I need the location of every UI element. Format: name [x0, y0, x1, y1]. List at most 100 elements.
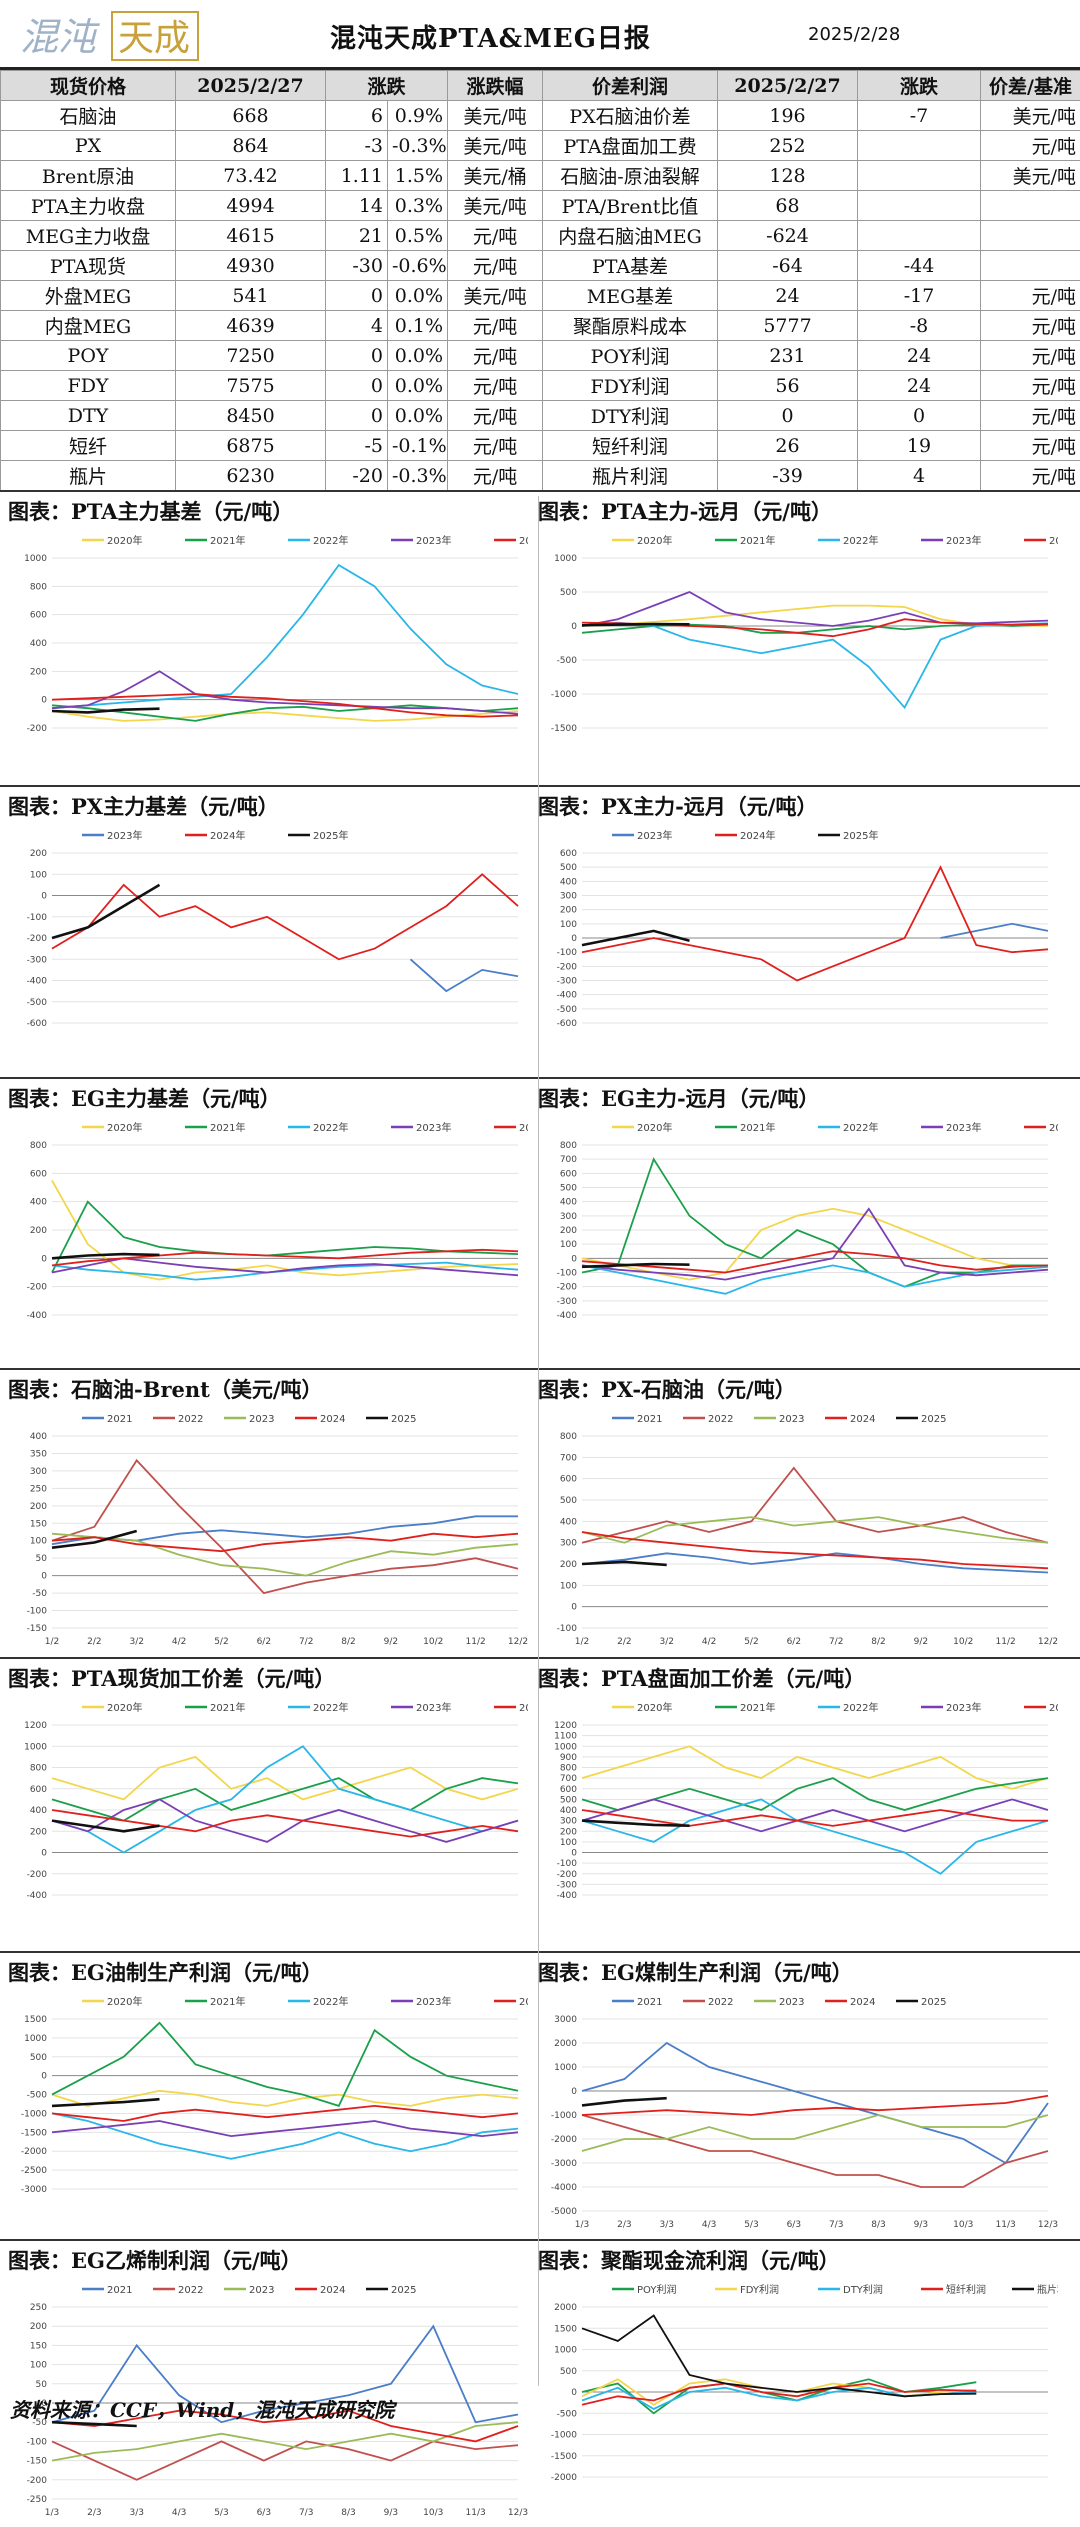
legend-item: 2021年 — [185, 1121, 245, 1134]
legend-item: 2023年 — [391, 1995, 451, 2008]
legend-item: 2025 — [366, 1414, 416, 1425]
table-cell: 0.3% — [388, 191, 448, 221]
series-line — [52, 1534, 518, 1576]
table-cell: FDY利润 — [543, 371, 718, 401]
chart-svg: POY利润FDY利润DTY利润短纤利润瓶片利润-2000-1500-1000-5… — [538, 2277, 1058, 2527]
y-tick-label: -500 — [27, 2091, 48, 2101]
series-line — [582, 2043, 1048, 2163]
y-tick-label: 350 — [30, 1449, 47, 1459]
x-tick-label: 9/2 — [914, 1637, 928, 1647]
table-cell — [858, 161, 981, 191]
series-line — [582, 592, 1048, 626]
legend-label: 2023年 — [107, 829, 142, 842]
y-tick-label: -2000 — [551, 2473, 577, 2483]
legend-item: 2023年 — [391, 1701, 451, 1714]
legend-item: 2020年 — [82, 1121, 142, 1134]
panel-divider — [0, 490, 1080, 492]
y-tick-label: -600 — [27, 1019, 48, 1029]
y-tick-label: 1200 — [24, 1721, 47, 1731]
y-tick-label: -250 — [27, 2495, 48, 2505]
x-tick-label: 6/3 — [787, 2220, 801, 2230]
legend-label: 2025 — [921, 1414, 946, 1425]
y-tick-label: 0 — [571, 2388, 577, 2398]
y-tick-label: 200 — [30, 1502, 47, 1512]
legend-item: 2020年 — [612, 534, 672, 547]
table-cell: 美元/吨 — [981, 101, 1080, 131]
legend-label: 2023年 — [637, 829, 672, 842]
table-cell: DTY利润 — [543, 401, 718, 431]
legend-item: 2023 — [224, 2285, 274, 2296]
y-tick-label: 300 — [560, 1212, 577, 1222]
legend-item: 2023年 — [612, 829, 672, 842]
table-cell: -39 — [718, 461, 858, 491]
y-tick-label: 0 — [41, 1572, 47, 1582]
y-tick-label: 1000 — [554, 1742, 577, 1752]
table-header-cell: 价差/基准 — [981, 71, 1080, 101]
table-cell: 0 — [326, 371, 388, 401]
chart-title: 图表：PTA盘面加工价差（元/吨） — [538, 1663, 865, 1693]
legend-item: 2022年 — [818, 1121, 878, 1134]
table-cell: 4930 — [176, 251, 326, 281]
legend-label: 2023年 — [416, 534, 451, 547]
legend-item: 2022年 — [288, 1121, 348, 1134]
y-tick-label: 100 — [560, 1581, 577, 1591]
y-tick-label: -300 — [557, 977, 578, 987]
y-tick-label: 0 — [571, 1254, 577, 1264]
table-cell: 0.1% — [388, 311, 448, 341]
x-tick-label: 1/3 — [575, 2220, 589, 2230]
x-tick-label: 8/3 — [341, 2508, 355, 2518]
legend-item: 2021年 — [185, 1701, 245, 1714]
legend-item: 瓶片利润 — [1012, 2283, 1058, 2296]
legend-item: 2025年 — [288, 829, 348, 842]
series-line — [582, 624, 690, 625]
legend-label: 2024年 — [519, 1121, 528, 1134]
legend-item: 短纤利润 — [921, 2283, 986, 2296]
y-tick-label: 500 — [30, 2053, 47, 2063]
table-cell: 0 — [858, 401, 981, 431]
table-cell: 0.0% — [388, 401, 448, 431]
line-chart: 2020年2021年2022年2023年2024年2025年-400-20002… — [8, 1115, 528, 1365]
legend-item: 2022 — [683, 1997, 733, 2008]
y-tick-label: -1500 — [551, 2452, 577, 2462]
chart-title: 图表：PX主力基差（元/吨） — [8, 791, 279, 821]
legend-item: 2024年 — [494, 1121, 528, 1134]
table-cell: Brent原油 — [1, 161, 176, 191]
series-line — [52, 2023, 518, 2106]
y-tick-label: 800 — [560, 1764, 577, 1774]
table-cell: 元/吨 — [981, 341, 1080, 371]
line-chart: 2020年2021年2022年2023年2024年2025年-3000-2500… — [8, 1989, 528, 2239]
y-tick-label: 1000 — [24, 554, 47, 564]
table-cell: MEG主力收盘 — [1, 221, 176, 251]
table-cell: 0 — [326, 401, 388, 431]
legend-item: 2024 — [295, 1414, 345, 1425]
table-cell: 24 — [718, 281, 858, 311]
table-cell: 8450 — [176, 401, 326, 431]
y-tick-label: 150 — [30, 1519, 47, 1529]
legend-item: 2021年 — [185, 1995, 245, 2008]
chart-title: 图表：EG主力基差（元/吨） — [8, 1083, 281, 1113]
y-tick-label: -3000 — [551, 2159, 577, 2169]
y-tick-label: 200 — [560, 906, 577, 916]
table-cell: 4639 — [176, 311, 326, 341]
y-tick-label: 0 — [41, 892, 47, 902]
y-tick-label: -150 — [27, 2457, 48, 2467]
x-tick-label: 2/2 — [87, 1637, 101, 1647]
legend-item: POY利润 — [612, 2283, 676, 2296]
table-cell: -624 — [718, 221, 858, 251]
legend-item: 2022年 — [288, 534, 348, 547]
y-tick-label: 300 — [560, 1817, 577, 1827]
table-cell: 美元/吨 — [448, 191, 543, 221]
x-tick-label: 11/2 — [996, 1637, 1016, 1647]
table-cell: 石脑油 — [1, 101, 176, 131]
x-tick-label: 6/2 — [257, 1637, 271, 1647]
line-chart: POY利润FDY利润DTY利润短纤利润瓶片利润-2000-1500-1000-5… — [538, 2277, 1058, 2527]
legend-item: 2023年 — [921, 1121, 981, 1134]
chart-title: 图表：PTA主力-远月（元/吨） — [538, 496, 832, 526]
x-tick-label: 10/2 — [953, 1637, 973, 1647]
table-cell: 0 — [326, 341, 388, 371]
chart-title: 图表：EG乙烯制利润（元/吨） — [8, 2245, 302, 2275]
x-tick-label: 9/3 — [914, 2220, 928, 2230]
